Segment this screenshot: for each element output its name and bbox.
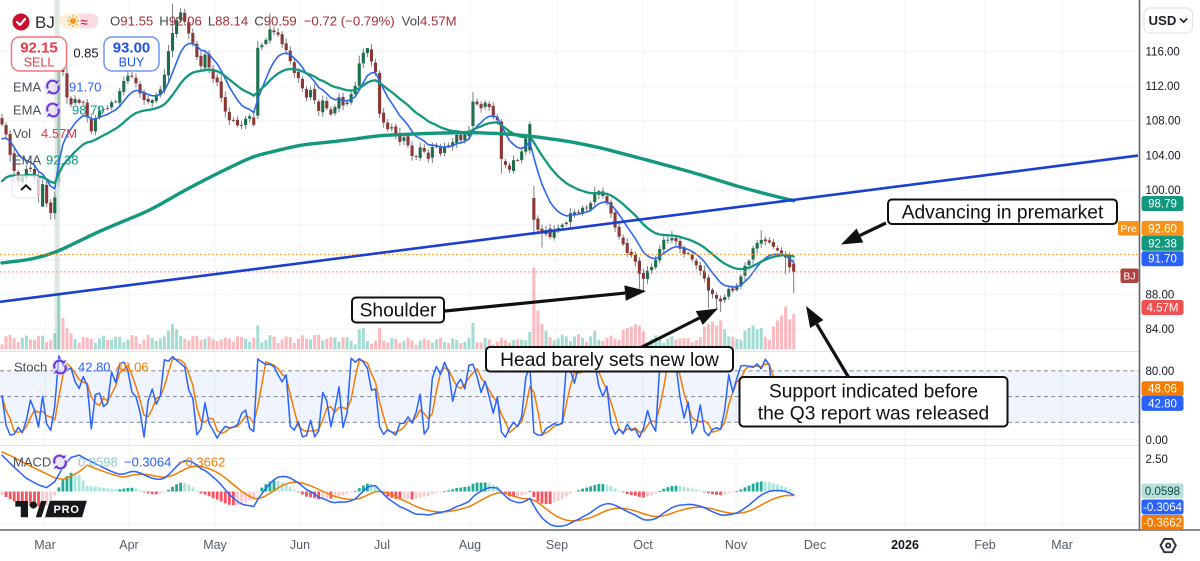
svg-text:4.57M: 4.57M xyxy=(1147,303,1179,315)
svg-text:SELL: SELL xyxy=(24,56,55,70)
svg-text:Mar: Mar xyxy=(34,538,56,552)
svg-text:Jun: Jun xyxy=(290,538,310,552)
svg-text:48.06: 48.06 xyxy=(1148,384,1177,396)
svg-text:Head barely sets new low: Head barely sets new low xyxy=(500,350,719,371)
svg-text:Feb: Feb xyxy=(974,538,996,552)
svg-text:EMA: EMA xyxy=(13,80,42,95)
svg-text:0.85: 0.85 xyxy=(73,46,98,61)
svg-text:48.06: 48.06 xyxy=(116,360,149,375)
svg-text:BJ: BJ xyxy=(1123,271,1135,283)
svg-text:92.15: 92.15 xyxy=(20,40,58,57)
svg-text:2026: 2026 xyxy=(891,538,919,552)
svg-text:91.70: 91.70 xyxy=(69,80,102,95)
svg-text:Stoch: Stoch xyxy=(14,360,47,375)
svg-text:the Q3 report was released: the Q3 report was released xyxy=(758,403,989,424)
svg-text:108.00: 108.00 xyxy=(1146,116,1181,128)
svg-text:-0.3662: -0.3662 xyxy=(1143,518,1182,530)
svg-text:Mar: Mar xyxy=(1051,538,1073,552)
svg-text:Oct: Oct xyxy=(633,538,653,552)
svg-text:Nov: Nov xyxy=(725,538,748,552)
svg-text:Sep: Sep xyxy=(546,538,568,552)
svg-text:BJ: BJ xyxy=(35,13,55,32)
svg-text:116.00: 116.00 xyxy=(1146,46,1180,58)
svg-text:98.79: 98.79 xyxy=(1148,199,1177,211)
svg-text:MACD: MACD xyxy=(13,455,51,470)
svg-text:112.00: 112.00 xyxy=(1146,81,1180,93)
svg-text:0.00: 0.00 xyxy=(1146,435,1168,447)
svg-text:0.0598: 0.0598 xyxy=(78,455,118,470)
svg-text:100.00: 100.00 xyxy=(1146,185,1181,197)
svg-text:Jul: Jul xyxy=(374,538,390,552)
svg-text:0.0598: 0.0598 xyxy=(1145,486,1180,498)
svg-text:May: May xyxy=(203,538,227,552)
svg-text:Pre: Pre xyxy=(1121,223,1138,235)
svg-text:Shoulder: Shoulder xyxy=(360,301,437,322)
svg-text:EMA: EMA xyxy=(13,103,42,118)
svg-text:EMA: EMA xyxy=(13,153,42,168)
svg-text:Dec: Dec xyxy=(804,538,826,552)
svg-text:92.38: 92.38 xyxy=(1148,238,1177,250)
svg-text:Apr: Apr xyxy=(119,538,138,552)
svg-text:42.80: 42.80 xyxy=(1148,398,1177,410)
svg-text:Support indicated before: Support indicated before xyxy=(769,381,978,402)
svg-text:BUY: BUY xyxy=(119,56,145,70)
svg-text:4.57M: 4.57M xyxy=(41,126,77,141)
svg-text:2.50: 2.50 xyxy=(1146,454,1168,466)
svg-text:Advancing in premarket: Advancing in premarket xyxy=(902,202,1104,223)
svg-text:−0.3662: −0.3662 xyxy=(178,455,225,470)
svg-text:104.00: 104.00 xyxy=(1146,150,1181,162)
svg-text:USD: USD xyxy=(1149,13,1177,28)
svg-text:92.60: 92.60 xyxy=(1148,223,1177,235)
svg-text:≈: ≈ xyxy=(81,15,88,30)
svg-text:98.79: 98.79 xyxy=(72,103,105,118)
svg-text:84.00: 84.00 xyxy=(1146,324,1175,336)
svg-text:91.70: 91.70 xyxy=(1148,254,1177,266)
svg-text:Aug: Aug xyxy=(459,538,481,552)
svg-text:42.80: 42.80 xyxy=(78,360,111,375)
svg-text:92.38: 92.38 xyxy=(46,153,79,168)
svg-text:PRO: PRO xyxy=(54,504,80,516)
svg-text:Vol: Vol xyxy=(13,126,31,141)
svg-text:80.00: 80.00 xyxy=(1146,366,1175,378)
svg-text:−0.3064: −0.3064 xyxy=(124,455,171,470)
svg-text:88.00: 88.00 xyxy=(1146,289,1175,301)
svg-text:93.00: 93.00 xyxy=(113,40,151,57)
svg-text:-0.3064: -0.3064 xyxy=(1143,502,1183,514)
